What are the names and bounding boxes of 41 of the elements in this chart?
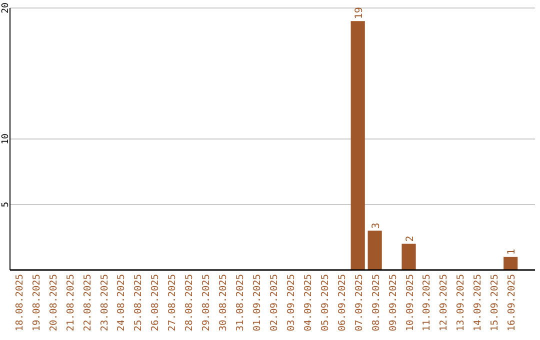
x-tick-label: 24.08.2025 [116,274,128,332]
bar [504,256,518,270]
x-tick-label: 03.09.2025 [286,274,297,332]
data-label: 2 [404,236,416,242]
y-tick-label: 20 [1,2,11,14]
y-tick-label: 10 [1,134,11,144]
x-tick-label: 11.09.2025 [422,274,433,332]
x-tick-label: 06.09.2025 [336,274,348,332]
x-tick-label: 29.08.2025 [201,274,212,332]
data-label: 1 [506,248,518,255]
x-tick-label: 25.08.2025 [133,274,144,332]
y-tick-label: 5 [1,202,11,208]
x-tick-label: 30.08.2025 [218,274,230,332]
x-tick-label: 18.08.2025 [14,274,26,332]
x-tick-label: 08.09.2025 [370,274,382,332]
x-tick-label: 26.08.2025 [150,274,162,332]
x-tick-label: 12.09.2025 [438,274,450,332]
x-tick-label: 31.08.2025 [235,274,246,332]
bar [368,230,382,270]
x-tick-label: 21.08.2025 [65,274,76,332]
data-label: 19 [354,7,365,20]
data-label: 3 [370,222,382,229]
x-tick-label: 09.09.2025 [388,274,399,332]
x-tick-label: 07.09.2025 [354,274,365,332]
x-tick-label: 10.09.2025 [404,274,416,332]
x-tick-label: 04.09.2025 [302,274,314,332]
x-tick-label: 15.09.2025 [490,274,501,332]
x-tick-label: 20.08.2025 [48,274,60,332]
bar [402,244,416,270]
x-tick-label: 27.08.2025 [167,274,178,332]
bar [350,21,365,270]
x-tick-label: 14.09.2025 [472,274,484,332]
x-tick-label: 23.08.2025 [99,274,110,332]
x-tick-label: 16.09.2025 [506,274,518,332]
x-tick-label: 02.09.2025 [268,274,280,332]
x-tick-label: 28.08.2025 [184,274,196,332]
x-tick-label: 05.09.2025 [320,274,331,332]
x-tick-label: 13.09.2025 [456,274,467,332]
x-tick-label: 19.08.2025 [31,274,42,332]
x-tick-label: 22.08.2025 [82,274,94,332]
x-tick-label: 01.09.2025 [252,274,264,332]
